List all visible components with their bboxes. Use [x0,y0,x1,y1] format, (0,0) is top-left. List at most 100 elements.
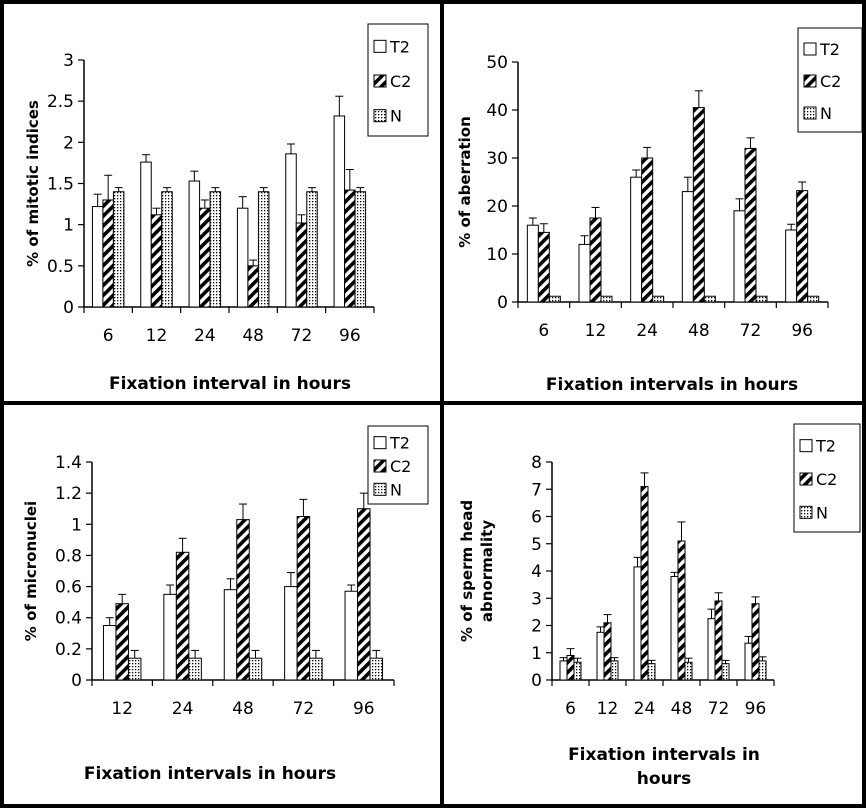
bar-t2-72 [284,586,298,681]
y-tick-label: 0.4 [55,609,82,629]
y-tick-label: 0 [63,298,74,318]
y-tick-label: 20 [486,197,508,217]
y-tick-label: 0 [71,671,82,691]
y-tick-label: 40 [486,101,508,121]
bar-t2-72 [733,210,746,303]
y-tick-label: 10 [486,245,508,265]
x-tick-label: 72 [740,321,762,341]
bar-n-12 [127,657,142,681]
y-tick-label: 4 [531,562,542,582]
bar-n-48 [684,661,693,681]
bar-c2-24 [640,486,649,681]
bar-c2-6 [566,654,575,681]
y-axis-label: % of sperm head abnormality [458,500,496,642]
bar-t2-6 [559,660,568,681]
x-tick-label: 12 [585,321,607,341]
x-tick-label: 96 [791,321,813,341]
bar-t2-24 [163,593,177,681]
y-tick-label: 1.2 [55,484,82,504]
x-axis-label: Fixation intervals in hours [546,375,798,395]
bar-t2-24 [633,566,642,681]
bar-n-24 [647,663,656,681]
legend-swatch-t2 [373,436,387,450]
legend-swatch-t2 [373,39,387,53]
bar-n-48 [703,295,716,303]
legend-swatch-n [373,109,387,123]
y-tick-label: 6 [531,508,542,528]
bar-c2-12 [115,603,129,681]
x-tick-label: 12 [111,699,133,719]
legend-swatch-c2 [803,74,817,88]
bar-n-72 [721,663,730,681]
legend-label-n: N [816,503,828,522]
x-axis-label: Fixation intervals in hours [84,764,336,784]
bar-c2-12 [589,217,602,303]
chart-panel-2: 0 10 20 30 40 50 6 12 24 48 72 96 % of aberration Fix… [456,27,863,395]
y-tick-label: 0 [531,671,542,691]
bar-n-12 [610,660,619,681]
legend-label-t2: T2 [389,37,410,56]
bar-c2-12 [603,622,612,681]
x-tick-label: 72 [708,699,730,719]
bar-n-48 [248,657,263,681]
bar-c2-96 [344,189,356,308]
x-tick-label: 72 [293,699,315,719]
bar-c2-48 [236,519,250,681]
bar-n-72 [755,295,768,303]
x-axis-label: Fixation intervals in hours [568,745,760,789]
x-tick-label: 72 [291,326,313,346]
bar-c2-48 [692,107,705,303]
y-tick-label: 50 [486,53,508,73]
bar-n-6 [548,295,561,303]
bar-c2-72 [714,600,723,681]
bar-c2-72 [295,222,308,308]
legend-label-c2: C2 [390,457,411,476]
x-tick-label: 12 [597,699,619,719]
x-tick-label: 6 [538,321,549,341]
x-tick-label: 24 [636,321,658,341]
legend-label-t2: T2 [389,434,410,453]
y-tick-label: 7 [531,480,542,500]
y-tick-label: 3 [63,51,74,71]
bar-c2-24 [175,551,190,681]
bar-c2-72 [744,147,757,303]
bar-c2-24 [199,207,211,308]
y-tick-label: 1.5 [47,175,74,195]
legend-swatch-c2 [799,472,813,486]
bar-t2-6 [91,206,104,308]
bar-c2-48 [247,265,259,308]
y-tick-label: 0.5 [47,257,74,277]
bar-n-24 [188,657,202,681]
bar-t2-48 [236,207,249,308]
y-tick-label: 2 [531,617,542,637]
bar-t2-48 [670,575,679,681]
bar-n-24 [209,191,222,308]
bar-c2-12 [150,214,163,308]
bar-c2-6 [102,199,114,308]
y-axis-label: % of micronuclei [22,501,40,641]
legend-label-c2: C2 [816,470,837,489]
chart-panel-3: 0 0.2 0.4 0.6 0.8 1 1.2 1.4 12 24 48 72 96 % of micro… [22,425,429,784]
x-tick-label: 24 [172,699,194,719]
bar-n-96 [807,295,820,303]
bar-c2-24 [641,157,654,303]
bar-c2-96 [796,190,809,303]
bar-n-72 [306,191,318,308]
bar-t2-72 [285,153,297,308]
bar-t2-12 [140,161,152,308]
bar-c2-96 [751,603,760,681]
bar-t2-12 [596,631,605,681]
legend-swatch-c2 [373,459,387,473]
bar-c2-72 [296,516,311,681]
y-tick-label: 1 [71,515,82,535]
x-tick-label: 24 [194,326,216,346]
bar-t2-96 [785,229,798,303]
bar-n-72 [309,657,323,681]
y-tick-label: 3 [531,589,542,609]
bar-t2-12 [578,243,591,303]
x-tick-label: 6 [565,699,576,719]
x-tick-label: 48 [688,321,710,341]
x-tick-label: 48 [242,326,264,346]
